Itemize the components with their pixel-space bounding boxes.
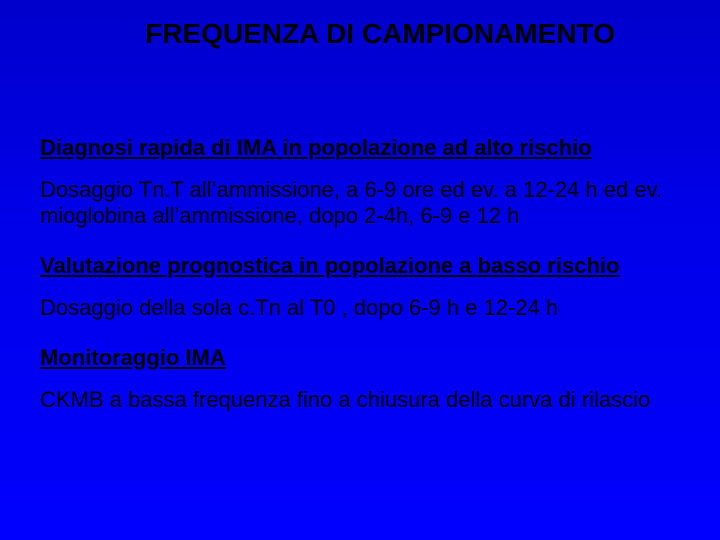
slide-container: FREQUENZA DI CAMPIONAMENTO Diagnosi rapi… xyxy=(0,0,720,540)
section-body-1: Dosaggio Tn.T all’ammissione, a 6-9 ore … xyxy=(40,177,680,229)
section-body-2: Dosaggio della sola c.Tn al T0 , dopo 6-… xyxy=(40,295,680,321)
section-body-3: CKMB a bassa frequenza fino a chiusura d… xyxy=(40,387,680,413)
section-heading-1: Diagnosi rapida di IMA in popolazione ad… xyxy=(40,135,680,161)
slide-title: FREQUENZA DI CAMPIONAMENTO xyxy=(40,18,680,50)
section-heading-3: Monitoraggio IMA xyxy=(40,345,680,371)
section-heading-2: Valutazione prognostica in popolazione a… xyxy=(40,253,680,279)
